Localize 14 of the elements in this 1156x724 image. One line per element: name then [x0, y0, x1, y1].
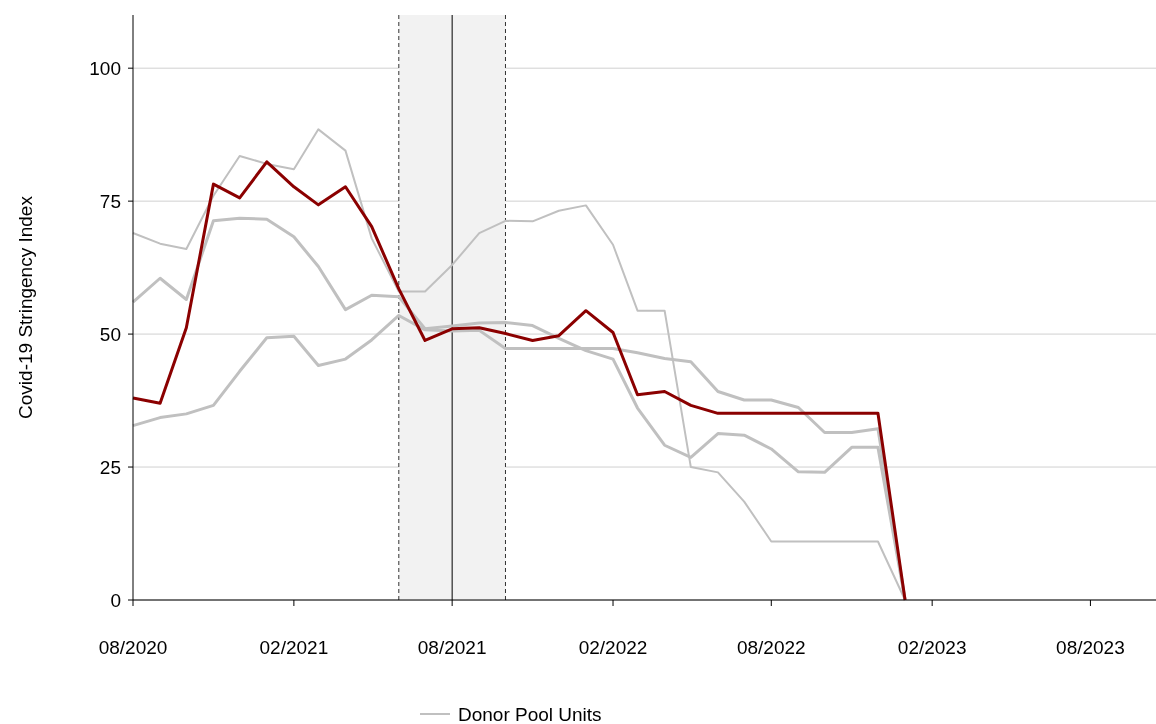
x-tick-label: 08/2021	[417, 637, 487, 658]
legend-label: Donor Pool Units	[458, 704, 602, 724]
y-axis-title: Covid-19 Stringency Index	[15, 195, 36, 419]
x-tick-label: 02/2022	[578, 637, 648, 658]
x-tick-label: 08/2022	[736, 637, 806, 658]
y-tick-label: 25	[99, 457, 121, 479]
y-tick-label: 75	[99, 191, 121, 213]
y-tick-label: 0	[110, 590, 121, 611]
x-tick-label: 02/2023	[897, 637, 967, 658]
x-tick-label: 08/2020	[98, 637, 168, 658]
x-tick-label: 08/2023	[1056, 637, 1125, 658]
x-tick-label: 02/2021	[259, 637, 329, 658]
y-tick-label: 50	[99, 324, 121, 346]
y-tick-label: 100	[89, 58, 121, 80]
